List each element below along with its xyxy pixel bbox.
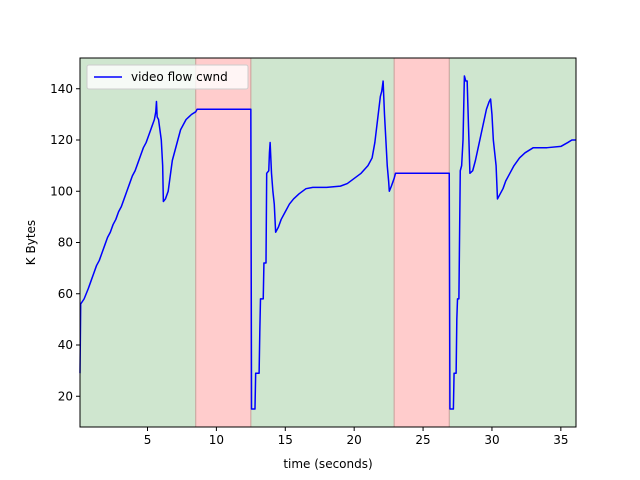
- legend: video flow cwnd: [86, 64, 249, 90]
- x-tick-label: 25: [415, 433, 430, 447]
- x-tick-label: 5: [144, 433, 152, 447]
- x-tick-label: 20: [347, 433, 362, 447]
- y-axis-ticks: 20 40 60 80 100 120 140: [50, 82, 80, 403]
- y-tick-label: 80: [58, 236, 73, 250]
- y-tick-label: 140: [50, 82, 73, 96]
- x-tick-label: 30: [484, 433, 499, 447]
- y-tick-label: 100: [50, 184, 73, 198]
- y-tick-label: 40: [58, 338, 73, 352]
- x-tick-label: 15: [278, 433, 293, 447]
- shaded-regions: [80, 58, 576, 427]
- series-line-0: [79, 75, 576, 410]
- y-tick-label: 120: [50, 133, 73, 147]
- region-red-1: [195, 58, 251, 427]
- x-tick-label: 35: [553, 433, 568, 447]
- region-green-4: [449, 58, 576, 427]
- region-red-3: [394, 58, 450, 427]
- region-green-2: [250, 58, 395, 427]
- region-green-0: [80, 58, 196, 427]
- legend-box: [86, 64, 249, 90]
- y-tick-label: 60: [58, 287, 73, 301]
- x-axis-label: time (seconds): [283, 457, 372, 471]
- series-layer: [79, 75, 576, 410]
- x-axis-ticks: 5 10 15 20 25 30 35: [144, 427, 568, 447]
- y-axis-label: K Bytes: [24, 220, 38, 265]
- x-tick-label: 10: [209, 433, 224, 447]
- legend-entry: video flow cwnd: [131, 70, 228, 84]
- y-tick-label: 20: [58, 389, 73, 403]
